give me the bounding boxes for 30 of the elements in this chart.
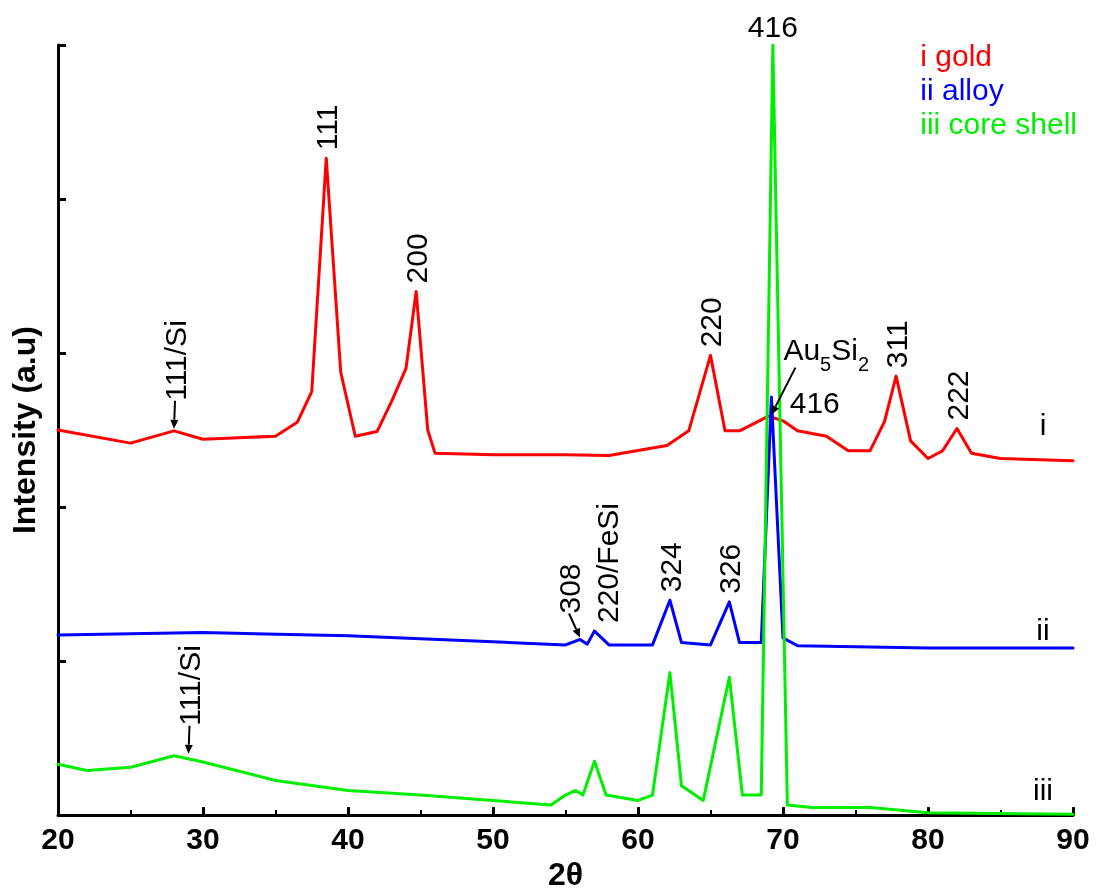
annotation: ii xyxy=(1036,613,1050,646)
annotation: 416 xyxy=(789,385,840,419)
annotation: 222 xyxy=(941,370,974,421)
annotation: 220/FeSi xyxy=(591,502,625,624)
annotation: 111/Si xyxy=(159,320,192,401)
text: iii core shell xyxy=(920,106,1078,140)
x-tick-label: 30 xyxy=(186,821,220,855)
annotation: 308 xyxy=(553,563,586,614)
annotation: 111/Si xyxy=(173,645,207,726)
annotation: 200 xyxy=(400,233,434,284)
y-axis-title: Intensity (a.u) xyxy=(6,326,42,535)
x-axis-title: 2θ xyxy=(547,856,584,892)
annotation: 111 xyxy=(310,104,344,151)
x-tick-label: 90 xyxy=(1056,821,1090,855)
x-tick-label: 60 xyxy=(621,821,655,855)
x-tick-label: 50 xyxy=(476,821,510,855)
annotation: i xyxy=(1039,408,1047,441)
x-tick-label: 40 xyxy=(331,821,365,855)
x-tick-label: 20 xyxy=(41,821,75,855)
annotation: Au$_{5}$Si$_{2}$ xyxy=(783,332,870,375)
annotation: 324 xyxy=(653,542,687,593)
annotation: 416 xyxy=(747,10,798,43)
annotation: iii xyxy=(1033,773,1053,806)
x-tick-label: 80 xyxy=(911,821,945,855)
text: ii alloy xyxy=(920,72,1004,106)
x-tick-label: 70 xyxy=(766,821,800,855)
annotation: 326 xyxy=(713,543,747,594)
text: i gold xyxy=(920,38,992,72)
annotation: 311 xyxy=(880,320,914,369)
annotation: 220 xyxy=(694,297,728,348)
